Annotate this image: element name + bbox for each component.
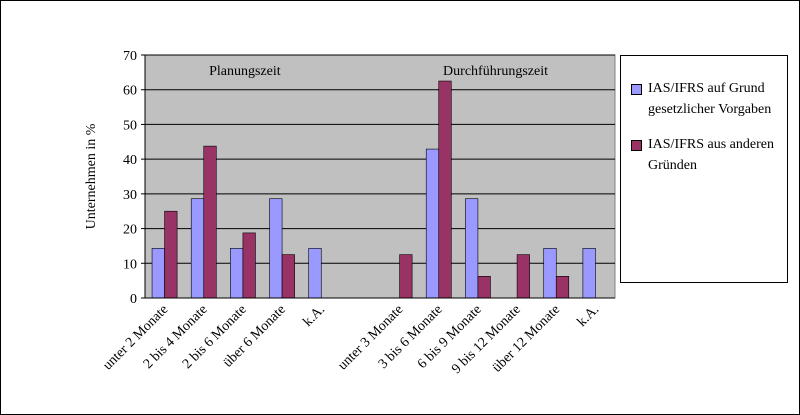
y-tick-label: 60 xyxy=(123,84,137,99)
bar xyxy=(438,80,452,299)
bar xyxy=(281,254,295,299)
bar xyxy=(190,198,205,299)
legend-label: IAS/IFRS aus anderen Gründen xyxy=(648,137,774,173)
x-tick-label: über 12 Monate xyxy=(490,302,563,375)
bar xyxy=(477,276,491,299)
bar xyxy=(555,276,570,299)
legend-item: IAS/IFRS auf Grund gesetzlicher Vorgaben xyxy=(631,78,779,120)
bar xyxy=(425,148,440,299)
y-tick-label: 30 xyxy=(123,188,137,203)
legend-item: IAS/IFRS aus anderen Gründen xyxy=(631,134,779,176)
x-tick-label: 9 bis 12 Monate xyxy=(449,302,524,377)
bar xyxy=(230,248,244,299)
bar xyxy=(582,248,596,299)
y-tick-label: 20 xyxy=(123,223,137,238)
bar xyxy=(516,254,530,299)
bar xyxy=(203,145,217,299)
bar xyxy=(151,248,165,299)
y-tick-label: 40 xyxy=(123,153,137,168)
y-tick-label: 10 xyxy=(123,257,137,272)
annotation: Durchführungszeit xyxy=(443,64,548,79)
bar xyxy=(242,232,256,299)
bar xyxy=(269,198,283,299)
y-tick-label: 0 xyxy=(130,292,137,307)
annotation: Planungszeit xyxy=(209,64,281,79)
x-tick-label: k.A. xyxy=(575,302,603,330)
bar xyxy=(399,254,413,299)
bar xyxy=(164,210,178,299)
legend-swatch xyxy=(631,140,642,151)
y-tick-label: 50 xyxy=(123,118,137,133)
y-axis-label: Unternehmen in % xyxy=(84,123,99,229)
y-tick-label: 70 xyxy=(123,49,137,64)
legend: IAS/IFRS auf Grund gesetzlicher Vorgaben… xyxy=(620,55,788,283)
bar xyxy=(543,248,557,299)
legend-swatch xyxy=(631,84,642,95)
x-tick-label: k.A. xyxy=(300,302,328,330)
legend-label: IAS/IFRS auf Grund gesetzlicher Vorgaben xyxy=(648,81,772,117)
bar xyxy=(465,198,479,299)
bar xyxy=(308,248,322,299)
